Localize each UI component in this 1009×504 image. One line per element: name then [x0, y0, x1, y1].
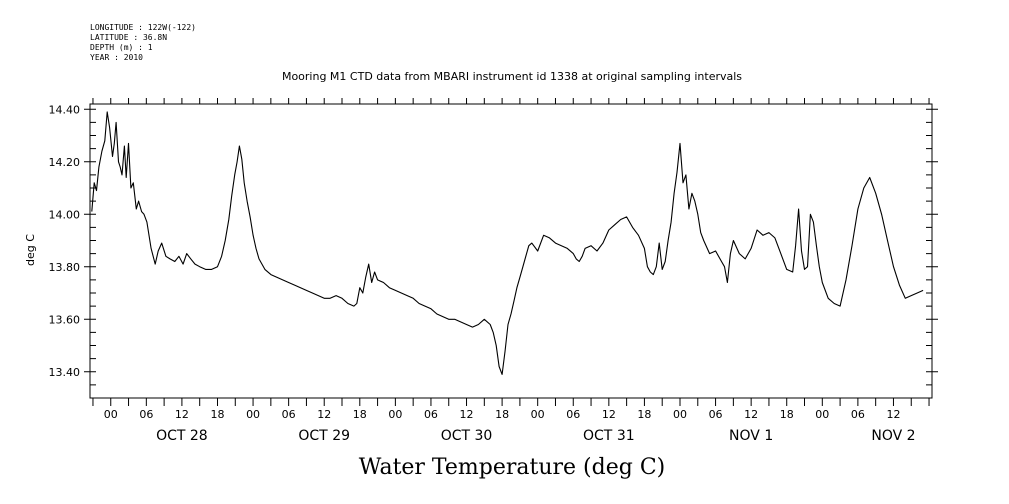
day-label: OCT 30: [441, 428, 493, 444]
series-layer: [91, 111, 924, 375]
day-labels: OCT 28 OCT 29 OCT 30 OCT 31 NOV 1 NOV 2: [156, 428, 915, 444]
year-label: YEAR : 2010: [90, 53, 143, 62]
y-axis: 13.40 13.60 13.80 14.00 14.20 14.40: [49, 103, 938, 386]
x-tick-label: 00: [531, 408, 545, 421]
plot-frame: [89, 103, 933, 399]
x-tick-label: 18: [637, 408, 651, 421]
x-tick-label: 00: [673, 408, 687, 421]
x-tick-label: 18: [210, 408, 224, 421]
x-tick-label: 06: [139, 408, 153, 421]
y-tick-label: 14.20: [49, 156, 81, 169]
x-tick-label: 06: [424, 408, 438, 421]
day-label: OCT 28: [156, 428, 208, 444]
x-tick-label: 00: [388, 408, 402, 421]
y-axis-label: deg C: [24, 234, 37, 266]
day-label: NOV 1: [729, 428, 773, 444]
y-tick-label: 13.60: [49, 313, 81, 326]
x-tick-label: 06: [282, 408, 296, 421]
x-tick-label: 12: [460, 408, 474, 421]
y-tick-label: 13.80: [49, 261, 81, 274]
x-axis-caption: Water Temperature (deg C): [359, 455, 666, 480]
y-tick-label: 13.40: [49, 366, 81, 379]
day-label: OCT 31: [583, 428, 635, 444]
x-tick-label: 12: [175, 408, 189, 421]
longitude-label: LONGITUDE : 122W(-122): [90, 23, 196, 32]
x-tick-label: 12: [317, 408, 331, 421]
metadata-block: LONGITUDE : 122W(-122) LATITUDE : 36.8N …: [90, 23, 196, 62]
x-tick-label: 12: [602, 408, 616, 421]
x-tick-label: 18: [495, 408, 509, 421]
x-tick-label: 00: [246, 408, 260, 421]
depth-label: DEPTH (m) : 1: [90, 43, 153, 52]
day-label: OCT 29: [298, 428, 350, 444]
x-tick-label: 06: [709, 408, 723, 421]
y-tick-label: 14.40: [49, 103, 81, 116]
x-tick-label: 00: [104, 408, 118, 421]
series-line-water-temperature: [91, 111, 924, 375]
y-tick-label: 14.00: [49, 208, 81, 221]
x-tick-label: 18: [353, 408, 367, 421]
chart-title: Mooring M1 CTD data from MBARI instrumen…: [282, 70, 742, 83]
x-tick-label: 06: [566, 408, 580, 421]
x-tick-label: 06: [851, 408, 865, 421]
x-tick-label: 00: [815, 408, 829, 421]
x-axis: 00 06 12 18 00 06 12 18 00 06 12 18 00 06 12 18 00 06 12 18…: [92, 98, 930, 421]
x-tick-label: 12: [886, 408, 900, 421]
x-tick-label: 12: [744, 408, 758, 421]
latitude-label: LATITUDE : 36.8N: [90, 33, 167, 42]
day-label: NOV 2: [871, 428, 915, 444]
x-tick-label: 18: [780, 408, 794, 421]
